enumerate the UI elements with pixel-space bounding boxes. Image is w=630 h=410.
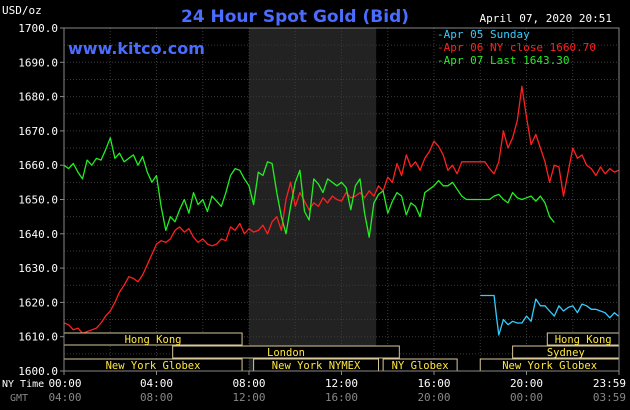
series-layer	[63, 85, 619, 336]
x-tick-label-ny: 16:00	[417, 377, 450, 390]
market-bar-label: New York Globex	[502, 360, 597, 372]
market-bar-label: London	[267, 347, 305, 359]
x-tick-label-gmt: 03:59	[593, 391, 626, 404]
x-tick-label-gmt: 00:00	[510, 391, 543, 404]
x-tick-label-ny: 12:00	[325, 377, 358, 390]
y-tick-label: 1600.0	[18, 365, 58, 378]
y-tick-label: 1660.0	[18, 159, 58, 172]
market-bar-label: Sydney	[547, 347, 585, 359]
y-tick-label: 1690.0	[18, 56, 58, 69]
watermark: www.kitco.com	[68, 39, 205, 58]
market-bar-label: Hong Kong	[125, 334, 182, 346]
legend-entry: -Apr 07 Last 1643.30	[437, 54, 569, 67]
x-tick-label-gmt: 08:00	[140, 391, 173, 404]
market-bar-label: New York NYMEX	[272, 360, 361, 372]
y-tick-label: 1610.0	[18, 331, 58, 344]
series-line-1	[63, 85, 619, 334]
x-tick-label-gmt: 04:00	[48, 391, 81, 404]
legend-entry: -Apr 06 NY close 1660.70	[437, 41, 596, 54]
legend-entry: -Apr 05 Sunday	[437, 28, 530, 41]
y-tick-label: 1680.0	[18, 91, 58, 104]
gmt-label: GMT	[10, 393, 28, 404]
x-tick-label-ny: 08:00	[232, 377, 265, 390]
timestamp: April 07, 2020 20:51	[480, 12, 612, 25]
x-tick-label-gmt: 12:00	[232, 391, 265, 404]
chart-title: 24 Hour Spot Gold (Bid)	[181, 7, 409, 27]
legend: -Apr 05 Sunday-Apr 06 NY close 1660.70-A…	[437, 28, 596, 67]
y-tick-label: 1670.0	[18, 125, 58, 138]
y-axis: 1600.0 1610.0 1620.0 1630.0 1640.0 1650.0 1660…	[18, 22, 64, 378]
nymex-session-shading	[249, 28, 377, 371]
x-tick-label-gmt: 20:00	[417, 391, 450, 404]
x-axis: 00:0004:0004:0008:0008:0012:0012:0016:00…	[48, 371, 626, 404]
market-bar-label: NY Globex	[392, 360, 449, 372]
series-line-0	[480, 294, 619, 336]
grid-lines	[64, 28, 619, 371]
x-tick-label-gmt: 16:00	[325, 391, 358, 404]
market-bar-label: Hong Kong	[555, 334, 612, 346]
market-bar	[172, 345, 400, 359]
y-tick-label: 1650.0	[18, 194, 58, 207]
y-tick-label: 1640.0	[18, 228, 58, 241]
x-tick-label-ny: 04:00	[140, 377, 173, 390]
y-tick-label: 1630.0	[18, 262, 58, 275]
ny-time-label: NY Time	[2, 379, 44, 390]
series-line-2	[63, 137, 555, 238]
y-tick-label: 1620.0	[18, 296, 58, 309]
x-tick-label-ny: 20:00	[510, 377, 543, 390]
unit-label: USD/oz	[2, 4, 42, 17]
y-tick-label: 1700.0	[18, 22, 58, 35]
x-tick-label-ny: 23:59	[593, 377, 626, 390]
market-bar-label: New York Globex	[106, 360, 201, 372]
market-session-bars: Hong Kong London New York Globex New York N…	[63, 332, 620, 372]
x-tick-label-ny: 00:00	[48, 377, 81, 390]
